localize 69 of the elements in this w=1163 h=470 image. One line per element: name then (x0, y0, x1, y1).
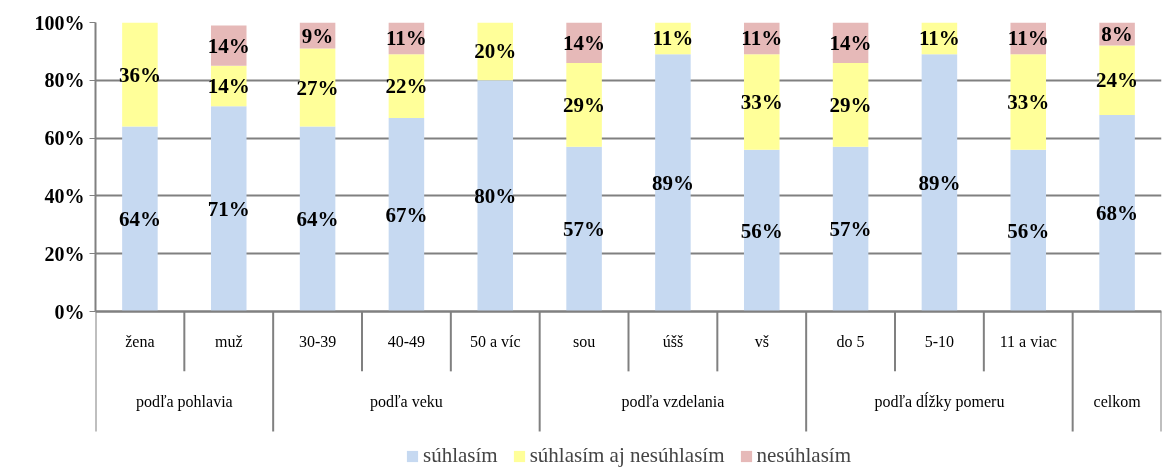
data-label: 27% (296, 75, 339, 100)
data-label: 11% (1007, 26, 1049, 51)
bar (566, 146, 602, 312)
data-label: 11% (652, 26, 694, 51)
data-label: 80% (474, 183, 517, 208)
bar (1010, 54, 1047, 150)
data-label: 11% (386, 26, 427, 51)
data-label: 20% (474, 39, 517, 64)
legend-label: súhlasím aj nesúhlasím (529, 443, 725, 468)
text: podľa veku (370, 392, 443, 411)
x-tick-label: 30-39 (298, 332, 337, 350)
x-tick-label: vš (754, 332, 769, 350)
y-tick-label: 100% (34, 11, 85, 34)
x-tick-label: úšš (662, 332, 684, 350)
data-label: 9% (301, 23, 334, 48)
y-tick-label: 0% (54, 300, 85, 323)
data-label: 24% (1096, 68, 1139, 93)
data-label: 29% (563, 92, 606, 117)
bar (921, 54, 958, 312)
data-label: 8% (1101, 22, 1133, 47)
text: podľa vzdelania (621, 392, 725, 411)
x-tick-label: 5-10 (924, 332, 955, 350)
text: podľa dĺžky pomeru (874, 391, 1005, 411)
bar (299, 126, 336, 312)
data-label: 33% (1007, 89, 1050, 114)
text: celkom (1093, 392, 1142, 410)
data-label: 14% (563, 30, 606, 55)
bar (388, 117, 425, 312)
legend-label: súhlasím (423, 443, 498, 468)
x-tick-label: muž (214, 332, 243, 350)
x-tick-label: 50 a víc (469, 332, 521, 350)
data-label: 57% (563, 217, 606, 242)
data-label: 89% (651, 170, 694, 195)
data-label: 11% (741, 26, 783, 51)
data-label: 56% (1007, 218, 1050, 243)
legend-label: nesúhlasím (756, 443, 851, 468)
x-tick-label: žena (125, 332, 155, 350)
data-label: 64% (296, 207, 339, 232)
y-tick-label: 80% (44, 69, 85, 92)
data-label: 14% (207, 74, 250, 99)
data-label: 56% (740, 218, 783, 243)
x-tick-label: 40-49 (387, 332, 426, 350)
data-label: 68% (1096, 201, 1139, 226)
data-label: 71% (207, 196, 250, 221)
bar (832, 146, 869, 312)
bar (477, 80, 514, 312)
data-label: 14% (829, 30, 872, 55)
data-label: 64% (118, 207, 161, 232)
data-label: 89% (918, 170, 961, 195)
data-label: 29% (829, 92, 872, 117)
data-label: 33% (740, 89, 783, 114)
text: podľa pohlavia (135, 392, 233, 411)
data-label: 57% (829, 217, 872, 242)
data-label: 11% (919, 26, 960, 51)
y-tick-label: 60% (44, 127, 85, 150)
data-label: 14% (207, 33, 250, 58)
data-label: 36% (118, 62, 161, 87)
bar (743, 54, 780, 150)
x-tick-label: sou (572, 332, 596, 350)
y-tick-label: 20% (44, 242, 85, 265)
x-tick-label: do 5 (836, 332, 865, 350)
bar (743, 149, 780, 312)
y-tick-label: 40% (44, 184, 85, 207)
data-label: 67% (385, 202, 428, 227)
x-tick-label: 11 a viac (999, 332, 1057, 350)
bar (566, 62, 602, 147)
bar (1010, 149, 1047, 312)
bar (210, 106, 247, 312)
data-label: 22% (385, 74, 428, 99)
